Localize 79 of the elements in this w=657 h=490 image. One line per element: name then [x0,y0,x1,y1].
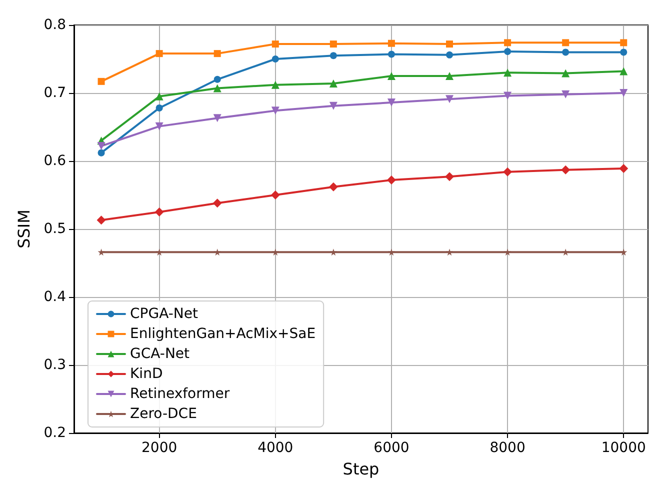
y-tick-label: 0.5 [44,221,66,237]
legend-label: Retinexformer [130,386,230,402]
point [329,79,338,88]
point [98,78,105,85]
y-tick-label: 0.2 [44,425,66,441]
point [562,39,570,46]
point [504,48,512,56]
point [387,72,396,80]
x-tick-label: 10000 [601,440,646,456]
x-axis-title: Step [342,460,380,478]
point [272,40,279,48]
point [445,172,454,182]
point [619,164,628,173]
point [562,48,570,56]
legend-label: Zero-DCE [130,406,197,422]
y-tick-label: 0.3 [44,357,66,373]
point [212,198,222,208]
point [154,208,164,216]
point [446,95,454,104]
point [388,248,395,256]
point [214,248,221,256]
legend-label: GCA-Net [130,346,190,362]
point [214,50,221,58]
point [330,40,337,48]
x-tick-label: 6000 [374,440,410,456]
point [96,216,106,225]
point [328,182,338,192]
y-tick-label: 0.4 [44,289,66,305]
x-tick-label: 8000 [490,440,526,456]
point [98,248,105,256]
point [388,50,395,58]
point [446,72,454,80]
point [272,248,279,256]
point [330,52,337,60]
point [562,69,570,78]
point [620,39,628,46]
point [387,98,396,107]
point [272,56,279,62]
y-axis-title: SSIM [14,210,34,248]
point [388,40,395,47]
point [446,248,454,256]
point [446,40,454,48]
point [620,248,628,256]
point [156,248,163,256]
point [562,248,570,256]
point [155,92,164,100]
point [156,104,163,112]
y-tick-label: 0.7 [44,85,66,101]
point [98,149,105,156]
point [504,92,512,100]
point [156,50,163,58]
y-tick-label: 0.8 [44,17,66,33]
point [504,248,512,256]
point [504,39,512,46]
point [213,114,222,122]
point [270,190,280,200]
point [620,48,628,56]
point [271,80,280,89]
point [504,68,512,77]
legend-label: CPGA-Net [130,306,198,322]
y-tick-label: 0.6 [44,153,66,169]
point [446,51,454,58]
point [562,90,570,98]
point [503,167,512,176]
legend-label: EnlightenGan+AcMix+SaE [130,326,316,342]
x-tick-label: 4000 [258,440,294,456]
point [620,89,628,97]
point [97,142,106,150]
point [213,84,222,92]
point [214,76,221,83]
point [155,122,164,130]
point [620,67,628,76]
x-tick-label: 2000 [141,440,178,456]
point [330,248,337,256]
point [561,165,570,174]
point [271,106,280,115]
point [386,176,396,185]
point [329,102,338,110]
legend-label: KinD [130,366,163,382]
